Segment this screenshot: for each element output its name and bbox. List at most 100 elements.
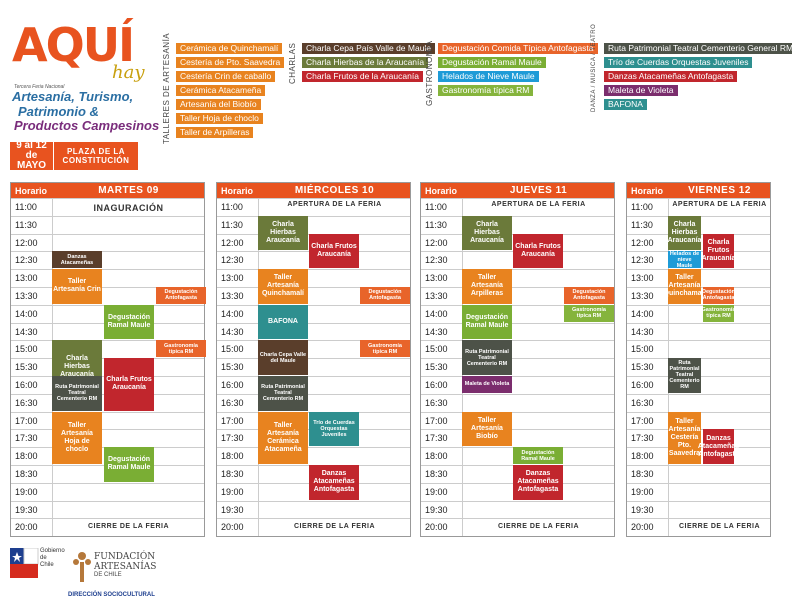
time-row: 19:30: [627, 500, 770, 519]
time-label: 13:30: [11, 287, 53, 305]
event-block: Gastronomía típica RM: [702, 304, 735, 322]
time-row: 16:00: [217, 375, 410, 394]
time-row: 11:30: [217, 215, 410, 234]
opening-label: APERTURA DE LA FERIA: [491, 201, 586, 208]
time-row: 17:30: [421, 429, 614, 448]
event-block: Danzas Atacameñas Antofagasta: [513, 465, 563, 500]
time-label: 17:30: [11, 430, 53, 448]
time-label: 16:30: [627, 394, 669, 412]
time-label: 17:30: [421, 430, 463, 448]
time-label: 15:30: [11, 359, 53, 376]
time-label: 18:30: [217, 465, 259, 483]
time-row: 16:00: [421, 375, 614, 394]
time-label: 11:30: [217, 216, 259, 234]
time-row: 16:30: [627, 393, 770, 412]
time-row: 17:30: [11, 429, 204, 448]
time-label: 13:30: [217, 287, 259, 305]
event-block: Taller Artesanía Quinchamalí: [258, 269, 308, 304]
event-block: Charla Hierbas Araucanía: [462, 215, 512, 251]
closing-label: CIERRE DE LA FERIA: [678, 523, 761, 531]
time-label: 12:00: [11, 234, 53, 252]
time-label: 19:30: [11, 501, 53, 519]
logo-line2: Patrimonio &: [18, 104, 99, 119]
time-label: 19:00: [217, 483, 259, 501]
legend-taller: Artesanía del Biobío: [176, 99, 261, 110]
event-block: Charla Frutos Araucanía: [104, 358, 154, 411]
time-label: 19:30: [217, 501, 259, 519]
event-block: Degustación Ramal Maule: [513, 447, 563, 464]
gobierno-logo: Gobierno de Chile: [10, 547, 65, 600]
time-label: 17:00: [11, 412, 53, 430]
time-label: 11:00: [627, 199, 669, 216]
venue: PLAZA DE LA CONSTITUCIÓN: [62, 147, 130, 165]
fundacion-text1: FUNDACIÓN: [94, 552, 156, 562]
event-block: Degustación Antofagasta: [702, 287, 735, 304]
logo-line1: Artesanía, Turismo,: [12, 89, 134, 104]
time-label: 13:00: [421, 270, 463, 287]
time-label: 12:30: [421, 252, 463, 270]
time-row: 16:30: [217, 393, 410, 412]
day-column-jueves: Horario JUEVES 11 11:00 11:30 12:00 12:30 13:0…: [420, 182, 615, 538]
closing-label: CIERRE DE LA FERIA: [87, 523, 170, 531]
time-label: 16:30: [217, 394, 259, 412]
time-row: 19:30: [217, 500, 410, 519]
time-label: 19:30: [421, 501, 463, 519]
event-block: Trío de Cuerdas Orquestas Juveniles: [309, 411, 359, 447]
time-label: 16:00: [627, 376, 669, 394]
time-label: 17:00: [217, 412, 259, 430]
time-row: 14:30: [627, 322, 770, 341]
time-row: 12:30: [11, 251, 204, 270]
time-row: 15:00: [627, 340, 770, 359]
time-label: 12:00: [627, 234, 669, 252]
closing-label: CIERRE DE LA FERIA: [293, 523, 376, 531]
time-label: 20:00: [421, 519, 463, 537]
time-row: 12:00: [11, 233, 204, 252]
logo-main: AQUÍ: [12, 18, 135, 72]
time-row: 13:00: [421, 269, 614, 287]
time-label: 20:00: [11, 519, 53, 537]
charlas-label: CHARLAS: [288, 42, 297, 84]
time-label: 14:00: [421, 305, 463, 323]
time-row: 11:30: [11, 215, 204, 234]
day-name: JUEVES 11: [509, 185, 568, 196]
time-label: 18:00: [627, 448, 669, 465]
time-label: 14:00: [11, 305, 53, 323]
time-label: 13:30: [421, 287, 463, 305]
time-label: 14:00: [627, 305, 669, 323]
time-label: 20:00: [627, 519, 669, 537]
time-label: 15:00: [11, 341, 53, 359]
time-row: 14:00: [217, 304, 410, 323]
event-block: Ruta Patrimonial Teatral Cementerio RM: [462, 340, 512, 375]
logo-subtitle: Tercera Feria Nacional: [14, 84, 65, 90]
time-row: 14:30: [217, 322, 410, 341]
time-row: 19:30: [421, 500, 614, 519]
time-row: 16:30: [421, 393, 614, 412]
time-row: 11:30: [421, 215, 614, 234]
day-name: VIERNES 12: [688, 185, 751, 196]
horario-label: Horario: [631, 185, 664, 196]
event-block: Degustación Ramal Maule: [104, 447, 154, 482]
time-row: 11:00: [11, 198, 204, 216]
legend-taller: Cerámica Atacameña: [176, 85, 266, 96]
event-block: Taller Artesanía Cerámica Atacameña: [258, 411, 308, 464]
time-row: 15:00: [421, 340, 614, 359]
time-label: 11:00: [421, 199, 463, 216]
time-label: 14:30: [421, 323, 463, 341]
time-row: 19:00: [11, 482, 204, 501]
time-label: 11:30: [421, 216, 463, 234]
time-row: 17:00: [421, 411, 614, 430]
opening-label: INAGURACIÓN: [93, 203, 164, 213]
time-label: 12:00: [217, 234, 259, 252]
time-row: 20:00: [421, 518, 614, 537]
fundacion-logo: FUNDACIÓN ARTESANÍAS DE CHILE DIRECCIÓN …: [68, 548, 188, 602]
event-block: Charla Hierbas Araucanía: [668, 215, 701, 251]
time-label: 14:30: [217, 323, 259, 341]
time-label: 12:30: [627, 252, 669, 270]
time-label: 13:00: [11, 270, 53, 287]
event-block: Taller Artesanía Quinchamalí: [664, 269, 706, 304]
time-label: 15:00: [627, 341, 669, 359]
event-block: Degustación Ramal Maule: [104, 304, 154, 340]
time-label: 11:00: [11, 199, 53, 216]
danza-label: DANZA / MÚSICA / TEATRO: [591, 23, 597, 112]
event-block: Taller Artesanía Arpilleras: [462, 269, 512, 304]
